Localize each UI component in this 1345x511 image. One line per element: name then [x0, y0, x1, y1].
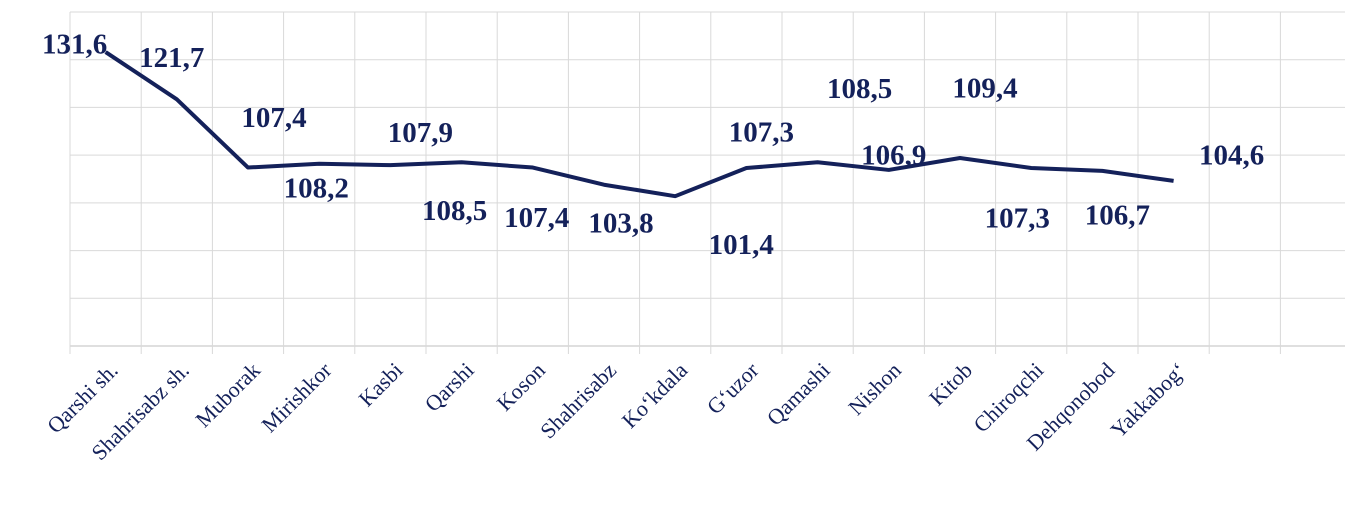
data-label: 109,4: [952, 73, 1017, 105]
x-tick-label: Kasbi: [354, 357, 408, 411]
x-tick-label: Shahrisabz: [535, 357, 621, 443]
data-label: 108,2: [284, 172, 349, 204]
x-tick-label: Muborak: [190, 357, 265, 432]
x-tick-label: Qamashi: [762, 357, 835, 430]
data-label: 101,4: [709, 229, 774, 261]
x-tick-label: Yakkabog‘: [1105, 357, 1190, 442]
data-label: 108,5: [827, 73, 892, 105]
data-label: 106,9: [861, 140, 926, 172]
x-tick-label: Mirishkor: [256, 357, 336, 437]
line: [104, 50, 1174, 199]
x-tick-label: Kitob: [924, 357, 977, 410]
data-label: 107,4: [504, 202, 569, 234]
data-label: 131,6: [42, 29, 107, 61]
data-label: 107,9: [388, 117, 453, 149]
data-label: 107,4: [241, 102, 306, 134]
x-tick-label: G‘uzor: [702, 357, 764, 419]
x-tick-label: Nishon: [843, 357, 906, 420]
data-label: 107,3: [729, 117, 794, 149]
data-label: 107,3: [985, 203, 1050, 235]
data-label: 106,7: [1085, 200, 1150, 232]
data-label: 104,6: [1199, 140, 1264, 172]
data-label: 103,8: [588, 207, 653, 239]
x-tick-label: Koson: [492, 357, 550, 415]
data-label: 121,7: [139, 42, 204, 74]
x-tick-label: Ko‘kdala: [617, 357, 693, 433]
data-label: 108,5: [422, 195, 487, 227]
x-tick-label: Qarshi: [420, 357, 479, 416]
